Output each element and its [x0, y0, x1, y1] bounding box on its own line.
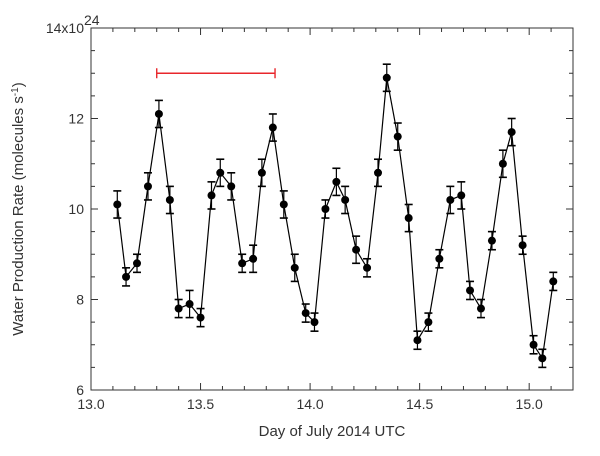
x-tick-label: 15.0	[516, 396, 543, 412]
series-layer	[113, 63, 558, 369]
red-interval-marker	[156, 68, 276, 79]
y-axis-title-superscript: -1	[10, 87, 21, 96]
y-tick-label: 6	[76, 382, 84, 398]
data-point	[207, 191, 216, 200]
data-point	[301, 309, 310, 318]
data-point	[498, 159, 507, 168]
data-point	[185, 300, 194, 309]
data-point	[352, 245, 361, 254]
data-point	[518, 241, 527, 250]
data-point	[457, 191, 466, 200]
data-point	[424, 318, 433, 327]
data-point	[476, 304, 485, 313]
data-point	[249, 254, 258, 263]
data-point	[446, 195, 455, 204]
data-point	[216, 168, 225, 177]
y-axis: 6 8 10 12 14x10 24	[46, 12, 573, 398]
data-point	[122, 272, 131, 281]
data-point	[174, 304, 183, 313]
data-point	[413, 336, 422, 345]
data-point	[268, 123, 277, 132]
data-point	[165, 195, 174, 204]
data-point	[487, 236, 496, 245]
series-line	[116, 77, 554, 360]
y-tick-label: 12	[68, 111, 84, 127]
data-point	[435, 254, 444, 263]
x-tick-label: 13.5	[187, 396, 214, 412]
data-point	[133, 259, 142, 268]
data-point	[310, 318, 319, 327]
data-point	[227, 182, 236, 191]
y-axis-title: Water Production Rate (molecules s-1)	[10, 82, 27, 335]
data-point	[382, 73, 391, 82]
data-point	[321, 205, 330, 213]
data-point	[393, 132, 402, 141]
data-point	[529, 340, 538, 349]
data-point	[404, 214, 413, 223]
data-point	[341, 195, 350, 204]
data-point	[154, 109, 163, 118]
data-point	[549, 277, 558, 286]
data-point	[507, 128, 516, 137]
data-point	[374, 168, 383, 177]
y-multiplier-exponent: 24	[84, 12, 100, 28]
plot-frame	[90, 27, 574, 391]
data-point	[257, 168, 266, 177]
data-point	[143, 182, 152, 191]
x-tick-label: 14.5	[406, 396, 433, 412]
y-tick-label: 8	[76, 292, 84, 308]
data-point	[466, 286, 475, 295]
x-tick-label: 14.0	[296, 396, 323, 412]
y-axis-title-close: )	[10, 82, 27, 87]
y-axis-title-main: Water Production Rate (molecules s	[10, 96, 27, 336]
y-tick-label: 14x10	[46, 20, 84, 36]
x-tick-label: 13.0	[77, 396, 104, 412]
data-point	[290, 263, 299, 272]
data-point	[196, 313, 205, 322]
data-point	[332, 177, 341, 186]
data-point	[279, 200, 288, 209]
data-point	[238, 259, 247, 268]
data-point	[113, 200, 122, 209]
data-point	[538, 354, 547, 363]
x-axis: 13.0 13.5 14.0 14.5 15.0	[77, 28, 574, 412]
data-point	[363, 263, 372, 272]
y-tick-label: 10	[68, 201, 84, 217]
annotation-layer	[156, 68, 276, 79]
x-axis-title: Day of July 2014 UTC	[259, 423, 406, 440]
